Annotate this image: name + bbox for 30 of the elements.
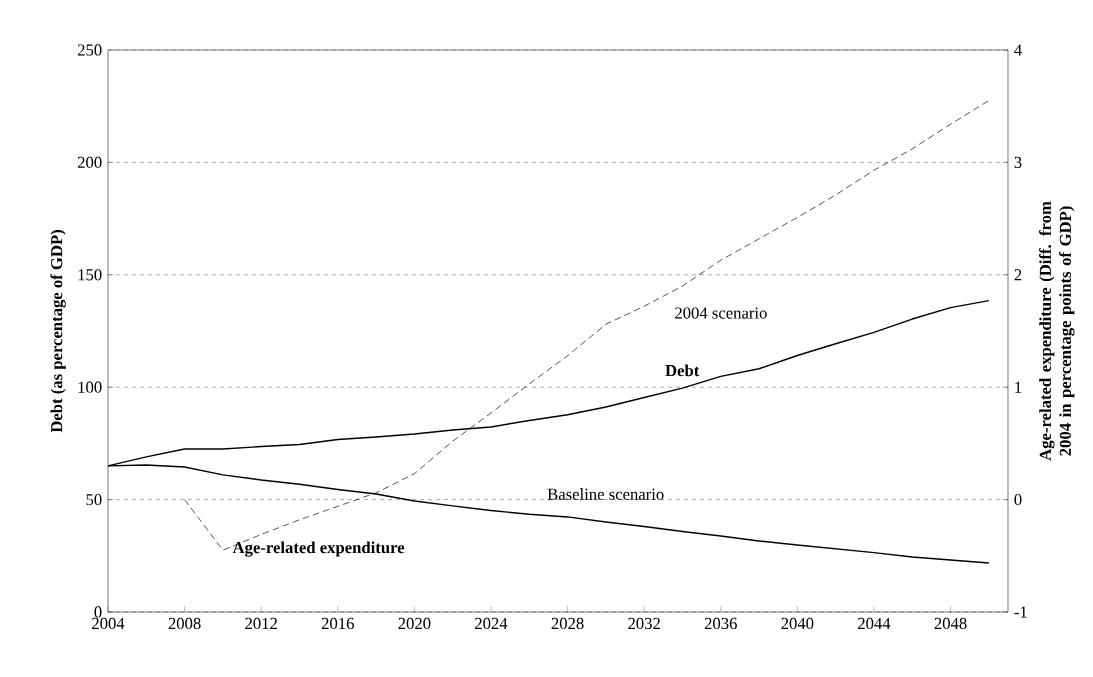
x-tick-label: 2048: [934, 617, 967, 630]
y-tick-label: 100: [78, 381, 102, 393]
y-tick-label: 0: [94, 606, 102, 618]
x-tick-label: 2016: [321, 617, 354, 630]
annotation: Baseline scenario: [547, 488, 664, 500]
x-tick-label: 2044: [858, 617, 891, 630]
y2-tick-label: 2: [1014, 269, 1022, 281]
annotation: 2004 scenario: [675, 307, 767, 319]
y2-tick-label: 3: [1014, 156, 1022, 168]
x-tick-label: 2040: [781, 617, 814, 630]
x-tick-label: 2036: [704, 617, 737, 630]
y2-tick-label: 4: [1014, 44, 1022, 56]
y2-tick-label: 0: [1014, 493, 1022, 506]
x-tick-label: 2008: [168, 617, 201, 630]
y2-tick-label: 1: [1015, 381, 1022, 393]
annotation: Debt: [665, 364, 700, 377]
x-tick-label: 2032: [628, 617, 660, 630]
x-tick-label: 2012: [245, 617, 277, 630]
y2-tick-label: -1: [1014, 606, 1027, 618]
annotation: Age-related expenditure: [232, 541, 405, 557]
y-tick-label: 250: [77, 44, 102, 56]
y2-axis-title: Age-related expenditure (Diff. from 2004 in percentage points of GDP): [1039, 201, 1075, 461]
x-tick-label: 2024: [475, 617, 508, 630]
y-tick-label: 50: [86, 493, 102, 506]
y-axis-title: Debt (as percentage of GDP): [50, 230, 66, 433]
x-tick-label: 2028: [551, 617, 584, 630]
x-tick-label: 2020: [398, 617, 431, 630]
y-tick-label: 200: [77, 156, 102, 169]
y-tick-label: 150: [78, 269, 102, 281]
x-tick-label: 2004: [92, 617, 125, 630]
